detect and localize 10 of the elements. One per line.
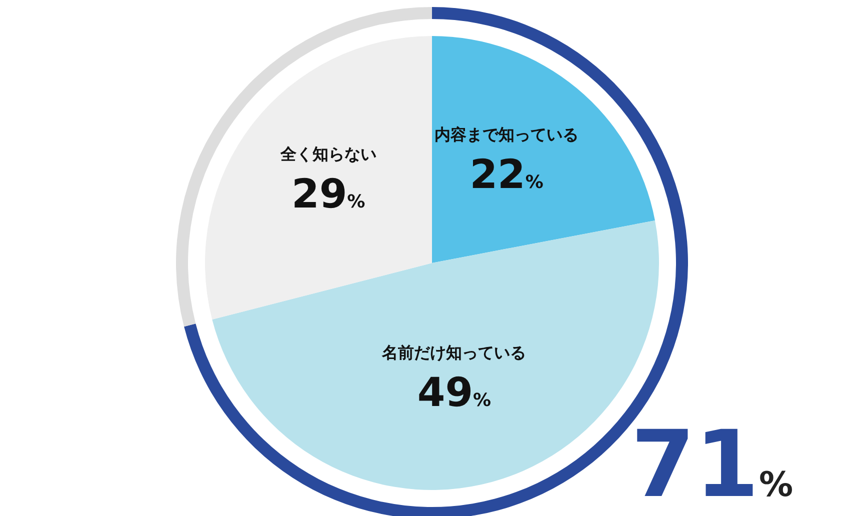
slice-label: 全く知らない bbox=[279, 144, 376, 164]
pie-slice bbox=[205, 36, 432, 320]
data-label: 71% bbox=[630, 411, 794, 516]
donut-slice bbox=[176, 7, 432, 327]
data-label: 49% bbox=[417, 370, 492, 416]
slice-label: 名前だけ知っている bbox=[381, 342, 526, 362]
data-label: 22% bbox=[470, 152, 544, 198]
slice-label: 内容まで知っている bbox=[434, 124, 579, 144]
pie-slice bbox=[432, 36, 655, 263]
data-label: 29% bbox=[291, 171, 366, 218]
